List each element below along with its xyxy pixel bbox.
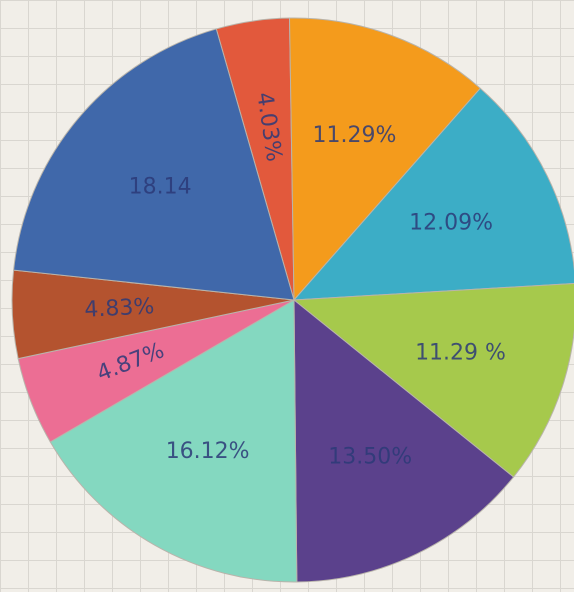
slice bbox=[49, 299, 298, 583]
data-label: 11.29% bbox=[312, 123, 396, 148]
data-label: 4.83% bbox=[84, 294, 155, 323]
data-label: 11.29 % bbox=[415, 340, 506, 365]
data-label: 18.14 bbox=[129, 175, 192, 200]
slice bbox=[289, 17, 482, 302]
slice bbox=[293, 298, 515, 583]
slice bbox=[13, 28, 295, 301]
slice bbox=[292, 282, 574, 478]
data-label: 16.12% bbox=[166, 439, 250, 464]
data-label: 12.09% bbox=[409, 210, 493, 235]
data-label: 13.50% bbox=[328, 444, 412, 469]
